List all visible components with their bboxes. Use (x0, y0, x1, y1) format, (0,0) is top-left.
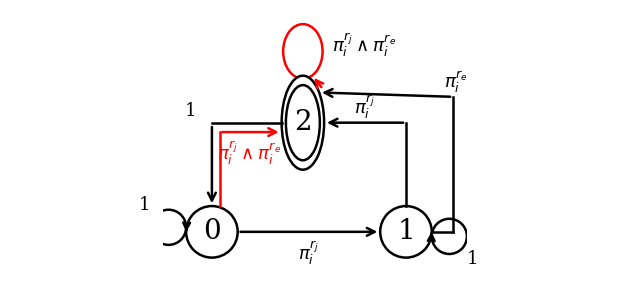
Circle shape (186, 206, 238, 258)
Ellipse shape (282, 76, 324, 170)
Text: $\pi_i^{r_j}$: $\pi_i^{r_j}$ (298, 239, 319, 267)
Text: 1: 1 (397, 218, 415, 245)
Text: 2: 2 (294, 109, 312, 136)
Text: 0: 0 (203, 218, 220, 245)
Circle shape (380, 206, 432, 258)
Text: 1: 1 (185, 102, 197, 120)
Text: $\pi_i^{r_j} \wedge \pi_i^{r_e}$: $\pi_i^{r_j} \wedge \pi_i^{r_e}$ (217, 140, 281, 167)
Text: $\pi_i^{r_e}$: $\pi_i^{r_e}$ (444, 69, 468, 95)
Text: $\pi_i^{r_j}$: $\pi_i^{r_j}$ (355, 94, 375, 121)
Text: $\pi_i^{r_j} \wedge \pi_i^{r_e}$: $\pi_i^{r_j} \wedge \pi_i^{r_e}$ (331, 32, 396, 59)
Text: 1: 1 (467, 249, 479, 267)
Text: 1: 1 (139, 196, 151, 214)
